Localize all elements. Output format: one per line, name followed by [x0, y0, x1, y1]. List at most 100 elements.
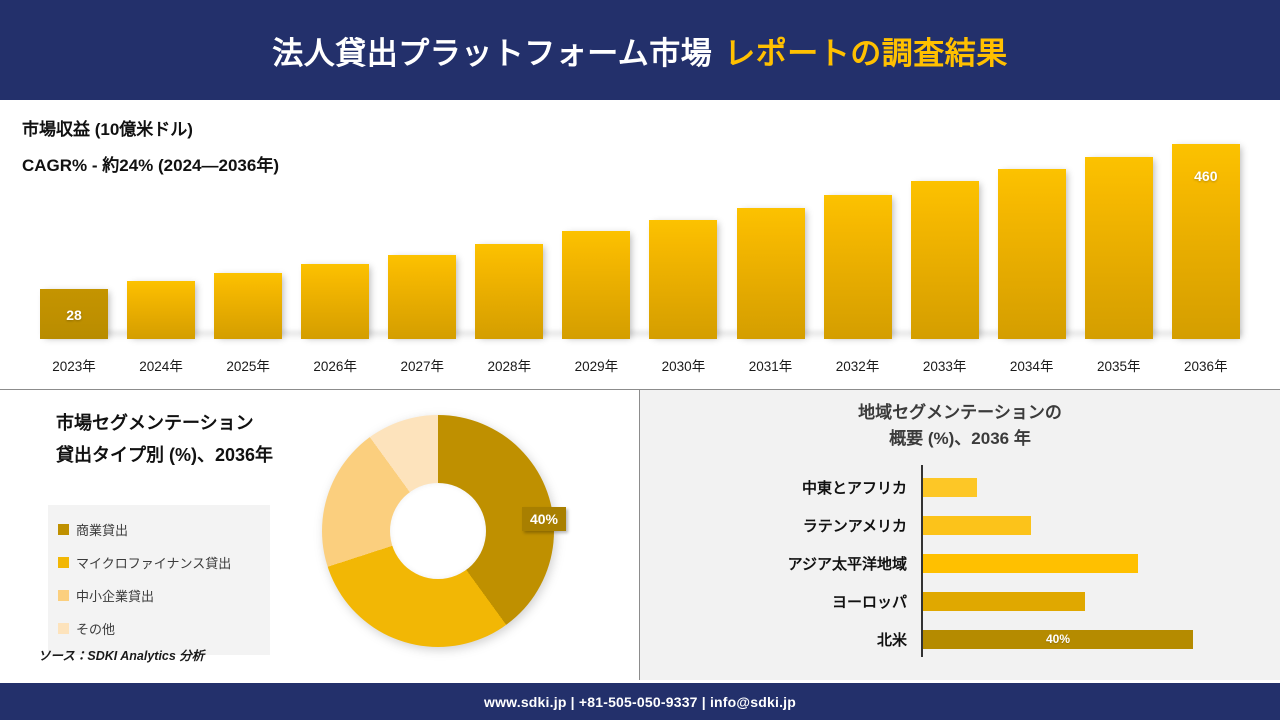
donut-chart: 40%: [322, 415, 566, 647]
bar-column: [649, 220, 718, 339]
legend-item[interactable]: 中小企業貸出: [58, 579, 260, 612]
region-bar-track: [915, 515, 1280, 535]
legend-item[interactable]: その他: [58, 612, 260, 645]
bar-category-axis: 2023年 2024年 2025年 2026年 2027年 2028年 2029年 2030年…: [40, 355, 1240, 375]
region-bar-中東とアフリカ: [923, 477, 977, 497]
bar-axis-label: 2031年: [748, 359, 793, 374]
region-row: ラテンアメリカ: [640, 506, 1280, 544]
bar-value-label: 28: [66, 307, 82, 323]
legend-item[interactable]: 商業貸出: [58, 513, 260, 546]
page-title-main: 法人貸出プラットフォーム市場: [272, 35, 713, 71]
region-bar-track: [915, 477, 1280, 497]
page-header: 法人貸出プラットフォーム市場 レポートの調査結果: [0, 0, 1280, 103]
bar-2035年: [1084, 157, 1153, 339]
bar-axis-label: 2035年: [1096, 359, 1141, 374]
bar-column: [1084, 157, 1153, 339]
donut-panel-title: 市場セグメンテーション 貸出タイプ別 (%)、2036年: [56, 408, 273, 471]
region-bar-track: [915, 553, 1280, 573]
bar-series: 28 460: [40, 134, 1240, 339]
region-label: ヨーロッパ: [831, 593, 907, 611]
region-panel-title: 地域セグメンテーションの 概要 (%)、2036 年: [640, 400, 1280, 453]
bar-2026年: [301, 264, 370, 339]
bar-column: [214, 273, 283, 339]
region-bar-アジア太平洋地域: [923, 553, 1138, 573]
bar-column: [388, 255, 457, 339]
bar-2028年: [475, 244, 544, 339]
region-axis-line: [921, 465, 923, 657]
revenue-axis-label: 市場収益 (10億米ドル): [22, 120, 193, 139]
region-bar-value-label: 40%: [1045, 632, 1071, 646]
bar-2029年: [562, 231, 631, 339]
bar-2030年: [649, 220, 718, 339]
bar-2025年: [214, 273, 283, 339]
region-bar-ヨーロッパ: [923, 591, 1085, 611]
region-bar-北米: 40%: [923, 629, 1193, 649]
regional-segmentation-panel: 地域セグメンテーションの 概要 (%)、2036 年 中東とアフリカ ラテンアメリ…: [640, 390, 1280, 680]
donut-center-hole: [390, 483, 486, 579]
region-row: ヨーロッパ: [640, 582, 1280, 620]
legend-item[interactable]: マイクロファイナンス貸出: [58, 546, 260, 579]
bar-column: [823, 195, 892, 339]
region-label: 北米: [876, 631, 907, 649]
legend-swatch-icon: [58, 524, 69, 535]
bar-column: [997, 169, 1066, 339]
region-bar-track: [915, 591, 1280, 611]
bar-axis-label: 2034年: [1009, 359, 1054, 374]
donut-title-line2: 貸出タイプ別 (%)、2036年: [56, 444, 274, 465]
bar-column: 460: [1171, 144, 1240, 339]
donut-title-line1: 市場セグメンテーション: [56, 413, 254, 433]
region-bar-series: 中東とアフリカ ラテンアメリカアジア太平洋地域ヨーロッパ北米 40%: [640, 468, 1280, 658]
segmentation-donut-panel: 市場セグメンテーション 貸出タイプ別 (%)、2036年 商業貸出マイクロファイ…: [0, 390, 640, 680]
bar-2031年: [736, 208, 805, 339]
bar-2034年: [997, 169, 1066, 339]
region-row: 中東とアフリカ: [640, 468, 1280, 506]
legend-label: 中小企業貸出: [76, 589, 155, 604]
legend-label: 商業貸出: [76, 523, 129, 538]
bar-2036年: 460: [1171, 144, 1240, 339]
region-row: アジア太平洋地域: [640, 544, 1280, 582]
legend-label: マイクロファイナンス貸出: [76, 556, 232, 571]
bar-column: [127, 281, 196, 339]
region-bar-track: 40%: [915, 629, 1280, 649]
bar-column: [910, 181, 979, 339]
bar-column: [736, 208, 805, 339]
bar-column: [301, 264, 370, 339]
bar-axis-label: 2029年: [574, 359, 619, 374]
bar-2023年: 28: [40, 289, 108, 339]
page-title-accent: レポートの調査結果: [724, 35, 1008, 71]
donut-value-callout: 40%: [521, 507, 566, 531]
region-bar-ラテンアメリカ: [923, 515, 1031, 535]
bar-2033年: [910, 181, 979, 339]
bar-value-label: 460: [1194, 168, 1218, 184]
page-title: 法人貸出プラットフォーム市場 レポートの調査結果: [272, 28, 1008, 73]
donut-legend: 商業貸出マイクロファイナンス貸出 中小企業貸出 その他: [48, 505, 270, 655]
bar-axis-label: 2028年: [487, 359, 532, 374]
region-label: 中東とアフリカ: [801, 479, 907, 497]
bar-column: 28: [40, 289, 108, 339]
source-note: ソース：SDKI Analytics 分析: [38, 649, 205, 663]
region-label: ラテンアメリカ: [802, 517, 907, 535]
bar-2024年: [127, 281, 196, 339]
legend-label: その他: [76, 622, 116, 637]
bar-2032年: [823, 195, 892, 339]
bar-axis-label: 2030年: [661, 359, 706, 374]
footer-contact-text: www.sdki.jp | +81-505-050-9337 | info@sd…: [483, 693, 797, 710]
bar-plot-area: 28 460 2023年 2024年 2025年 2026年 2027年 2028年 2029…: [40, 103, 1240, 389]
revenue-bar-chart-section: 市場収益 (10億米ドル) CAGR% - 約24% (2024―2036年) …: [0, 103, 1280, 390]
legend-swatch-icon: [58, 623, 69, 634]
bottom-section: 市場セグメンテーション 貸出タイプ別 (%)、2036年 商業貸出マイクロファイ…: [0, 390, 1280, 680]
region-title-line2: 概要 (%)、2036 年: [889, 429, 1031, 449]
bar-baseline-shadow: [50, 331, 1240, 339]
bar-column: [475, 244, 544, 339]
page-footer: www.sdki.jp | +81-505-050-9337 | info@sd…: [0, 683, 1280, 720]
bar-axis-label: 2036年: [1184, 359, 1228, 374]
bar-axis-label: 2027年: [400, 359, 445, 374]
donut-ring: [322, 415, 554, 647]
cagr-label: CAGR% - 約24% (2024―2036年): [22, 156, 279, 175]
bar-axis-label: 2024年: [139, 359, 183, 374]
region-label: アジア太平洋地域: [787, 555, 907, 573]
region-title-line1: 地域セグメンテーションの: [858, 403, 1062, 422]
legend-swatch-icon: [58, 590, 69, 601]
bar-axis-label: 2026年: [313, 359, 357, 374]
bar-axis-label: 2033年: [922, 359, 967, 374]
